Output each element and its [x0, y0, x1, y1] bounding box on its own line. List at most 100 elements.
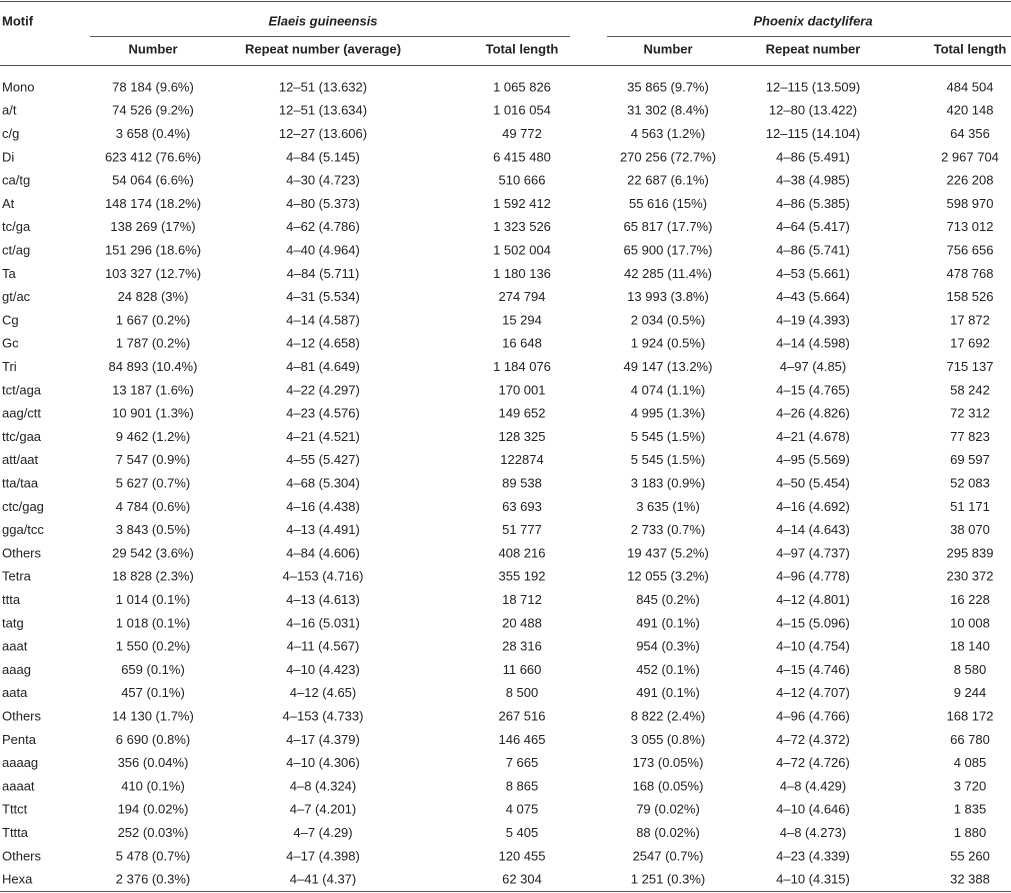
cell: 18 712	[502, 592, 542, 607]
cell: 252 (0.03%)	[118, 825, 189, 840]
cell: 420 148	[947, 103, 994, 118]
cell: 35 865 (9.7%)	[627, 79, 709, 94]
cell: 72 312	[950, 406, 990, 421]
cell: 3 055 (0.8%)	[631, 732, 705, 747]
cell: 5 627 (0.7%)	[116, 476, 190, 491]
cell: 13 993 (3.8%)	[627, 289, 709, 304]
motif-cell: Others	[2, 709, 42, 724]
cell: 4–19 (4.393)	[776, 312, 850, 327]
cell: 4–15 (4.746)	[776, 662, 850, 677]
cell: 151 296 (18.6%)	[105, 243, 201, 258]
cell: 38 070	[950, 522, 990, 537]
cell: 4–12 (4.658)	[286, 336, 360, 351]
motif-cell: ct/ag	[2, 243, 30, 258]
motif-cell: Penta	[2, 732, 37, 747]
cell: 4–62 (4.786)	[286, 219, 360, 234]
cell: 267 516	[499, 709, 546, 724]
motif-cell: aaag	[2, 662, 31, 677]
cell: 31 302 (8.4%)	[627, 103, 709, 118]
motif-cell: aaaat	[2, 778, 35, 793]
column-header: Number	[643, 41, 692, 56]
cell: 17 692	[950, 336, 990, 351]
cell: 12–51 (13.634)	[279, 103, 367, 118]
motif-cell: Tri	[2, 359, 17, 374]
cell: 173 (0.05%)	[633, 755, 704, 770]
cell: 4–16 (4.692)	[776, 499, 850, 514]
cell: 12–80 (13.422)	[769, 103, 857, 118]
cell: 17 872	[950, 312, 990, 327]
cell: 4–12 (4.707)	[776, 685, 850, 700]
cell: 6 690 (0.8%)	[116, 732, 190, 747]
motif-cell: aag/ctt	[2, 406, 41, 421]
cell: 510 666	[499, 173, 546, 188]
cell: 20 488	[502, 615, 542, 630]
cell: 10 008	[950, 615, 990, 630]
cell: 4–64 (5.417)	[776, 219, 850, 234]
motif-cell: Mono	[2, 79, 35, 94]
cell: 158 526	[947, 289, 994, 304]
cell: 274 794	[499, 289, 546, 304]
cell: 78 184 (9.6%)	[112, 79, 194, 94]
cell: 138 269 (17%)	[110, 219, 195, 234]
cell: 64 356	[950, 126, 990, 141]
cell: 845 (0.2%)	[636, 592, 700, 607]
cell: 4–72 (4.372)	[776, 732, 850, 747]
motif-cell: aata	[2, 685, 28, 700]
cell: 55 616 (15%)	[629, 196, 707, 211]
cell: 4–40 (4.964)	[286, 243, 360, 258]
cell: 49 772	[502, 126, 542, 141]
cell: 4–84 (4.606)	[286, 545, 360, 560]
cell: 4–10 (4.423)	[286, 662, 360, 677]
cell: 18 140	[950, 639, 990, 654]
cell: 4–16 (5.031)	[286, 615, 360, 630]
cell: 4–50 (5.454)	[776, 476, 850, 491]
cell: 32 388	[950, 872, 990, 887]
cell: 1 016 054	[493, 103, 551, 118]
motif-cell: Tttta	[2, 825, 29, 840]
cell: 49 147 (13.2%)	[624, 359, 713, 374]
cell: 4–12 (4.801)	[776, 592, 850, 607]
cell: 4–17 (4.379)	[286, 732, 360, 747]
motif-cell: Tttct	[2, 802, 28, 817]
motif-cell: Cg	[2, 312, 19, 327]
cell: 4–86 (5.491)	[776, 149, 850, 164]
cell: 128 325	[499, 429, 546, 444]
cell: 4–68 (5.304)	[286, 476, 360, 491]
cell: 22 687 (6.1%)	[627, 173, 709, 188]
cell: 715 137	[947, 359, 994, 374]
cell: 491 (0.1%)	[636, 615, 700, 630]
cell: 2 967 704	[941, 149, 999, 164]
cell: 55 260	[950, 848, 990, 863]
cell: 4–14 (4.587)	[286, 312, 360, 327]
cell: 51 777	[502, 522, 542, 537]
cell: 4 075	[506, 802, 539, 817]
cell: 1 502 004	[493, 243, 551, 258]
cell: 4–13 (4.491)	[286, 522, 360, 537]
cell: 122874	[500, 452, 543, 467]
cell: 12 055 (3.2%)	[627, 569, 709, 584]
cell: 1 018 (0.1%)	[116, 615, 190, 630]
cell: 52 083	[950, 476, 990, 491]
cell: 4–10 (4.646)	[776, 802, 850, 817]
cell: 2 733 (0.7%)	[631, 522, 705, 537]
cell: 4–86 (5.385)	[776, 196, 850, 211]
cell: 2547 (0.7%)	[633, 848, 704, 863]
cell: 478 768	[947, 266, 994, 281]
cell: 4–13 (4.613)	[286, 592, 360, 607]
cell: 1 251 (0.3%)	[631, 872, 705, 887]
cell: 1 550 (0.2%)	[116, 639, 190, 654]
cell: 2 376 (0.3%)	[116, 872, 190, 887]
cell: 11 660	[503, 662, 542, 677]
motif-cell: a/t	[2, 103, 17, 118]
cell: 4–22 (4.297)	[286, 382, 360, 397]
cell: 355 192	[499, 569, 546, 584]
cell: 10 901 (1.3%)	[112, 406, 194, 421]
cell: 3 635 (1%)	[636, 499, 700, 514]
cell: 4–21 (4.521)	[286, 429, 360, 444]
cell: 77 823	[950, 429, 990, 444]
motif-cell: Gc	[2, 336, 19, 351]
cell: 4–97 (4.737)	[776, 545, 850, 560]
cell: 4–81 (4.649)	[286, 359, 360, 374]
cell: 4–43 (5.664)	[776, 289, 850, 304]
cell: 170 001	[499, 382, 546, 397]
